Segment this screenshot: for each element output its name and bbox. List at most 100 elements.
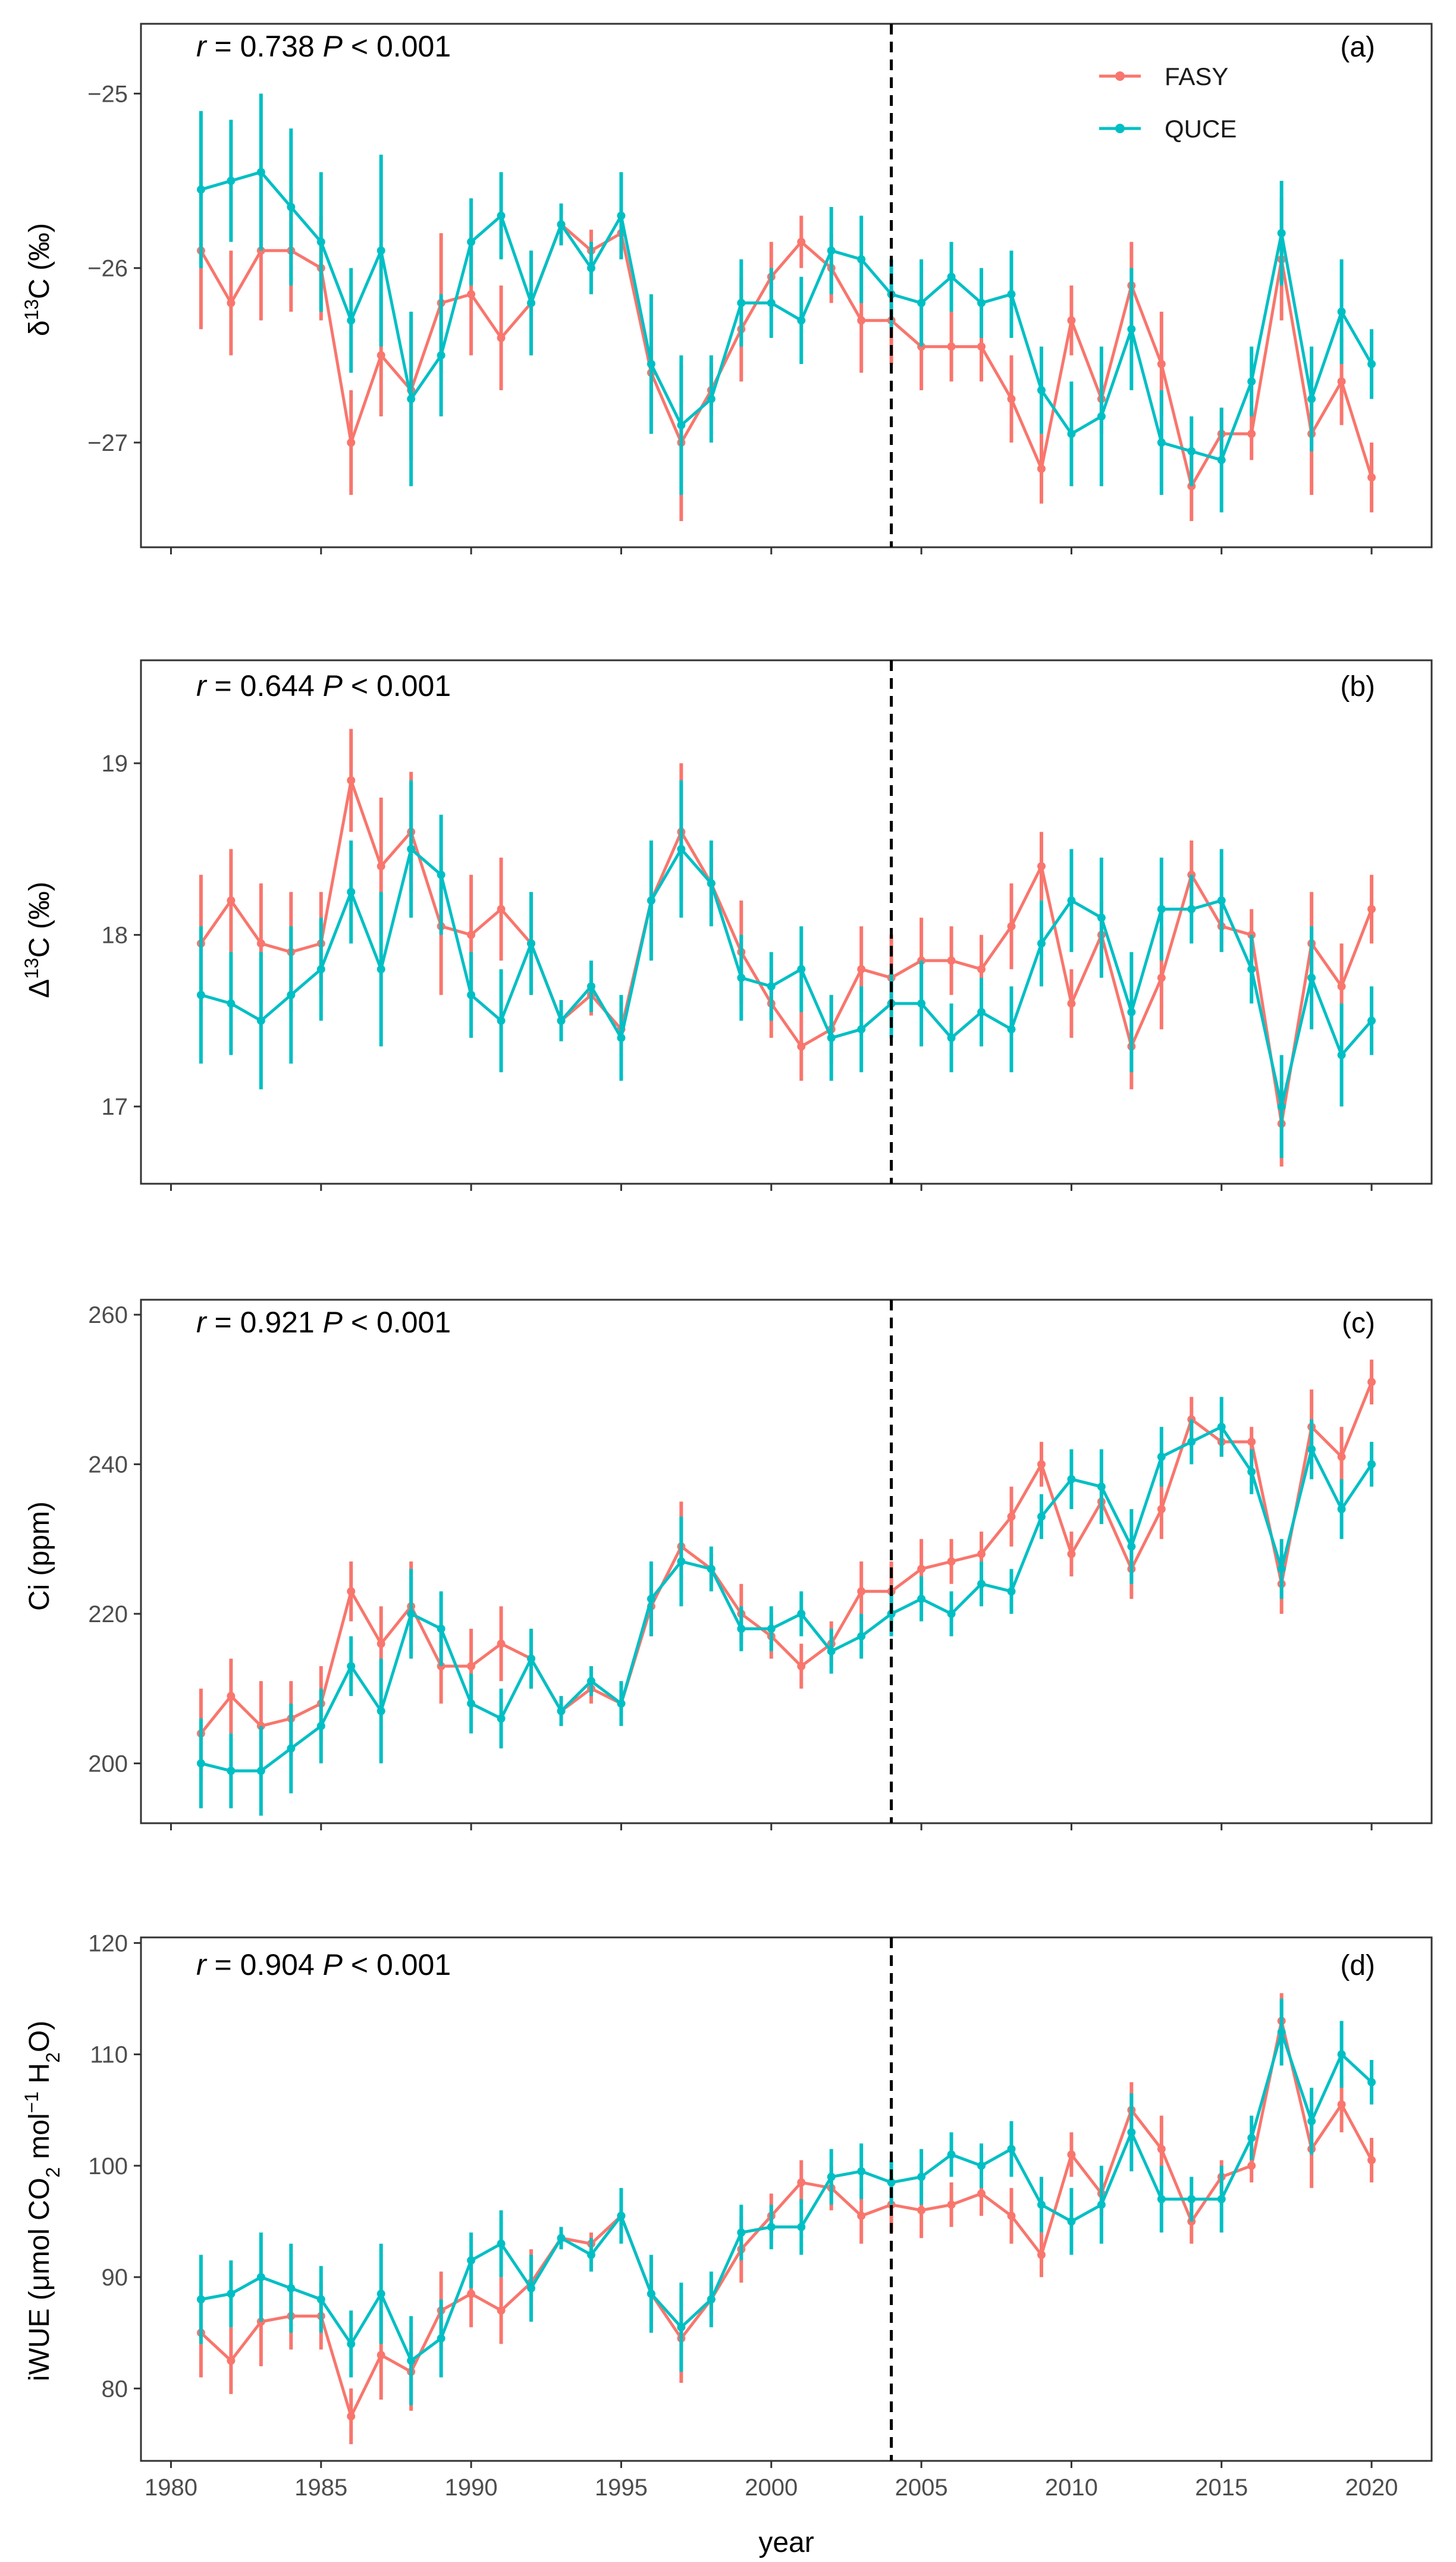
- data-point: [977, 342, 986, 351]
- data-point: [497, 334, 506, 342]
- data-point: [316, 2295, 325, 2304]
- data-point: [376, 2290, 385, 2298]
- correlation-stat: r = 0.921 P < 0.001: [196, 1306, 451, 1339]
- y-axis-title: iWUE (μmol CO2 mol−1 H2O): [21, 2021, 64, 2381]
- data-point: [1097, 913, 1106, 922]
- data-point: [917, 1564, 926, 1573]
- data-point: [977, 965, 986, 974]
- data-point: [1067, 1550, 1076, 1558]
- data-point: [467, 237, 476, 246]
- data-point: [1007, 2144, 1016, 2153]
- data-point: [977, 2189, 986, 2198]
- data-point: [1367, 2078, 1376, 2087]
- data-point: [1157, 973, 1166, 982]
- data-point: [347, 888, 356, 896]
- data-point: [1067, 316, 1076, 325]
- data-point: [586, 2250, 595, 2259]
- y-tick-label: 90: [102, 2265, 128, 2291]
- series-quce: [196, 780, 1376, 1158]
- correlation-stat: r = 0.904 P < 0.001: [196, 1948, 451, 1981]
- data-point: [1217, 456, 1226, 465]
- data-point: [1187, 1437, 1196, 1446]
- data-point: [227, 2356, 236, 2365]
- data-point: [707, 2295, 716, 2304]
- data-point: [767, 299, 776, 308]
- data-point: [737, 1625, 746, 1633]
- y-tick-label: 17: [102, 1094, 128, 1120]
- series-quce: [196, 1998, 1376, 2406]
- data-point: [1367, 473, 1376, 482]
- data-point: [467, 1662, 476, 1670]
- data-point: [977, 2161, 986, 2170]
- data-point: [1307, 394, 1316, 403]
- data-point: [527, 939, 536, 948]
- data-point: [977, 1579, 986, 1588]
- data-point: [376, 965, 385, 974]
- y-tick-label: 200: [88, 1751, 128, 1777]
- data-point: [376, 862, 385, 871]
- legend: FASY QUCE: [1099, 62, 1237, 143]
- data-point: [196, 990, 205, 999]
- data-point: [1337, 1050, 1346, 1059]
- series-quce: [196, 93, 1376, 513]
- data-point: [1187, 447, 1196, 456]
- data-point: [1367, 1460, 1376, 1469]
- data-point: [887, 2178, 896, 2187]
- data-point: [1337, 2100, 1346, 2109]
- plot-frame: [140, 1299, 1433, 1824]
- x-tick-label: 2015: [1195, 2475, 1248, 2501]
- data-point: [617, 211, 626, 220]
- data-point: [497, 1639, 506, 1648]
- data-point: [256, 2273, 265, 2282]
- data-point: [827, 246, 836, 255]
- data-point: [827, 1033, 836, 1042]
- data-point: [557, 2234, 566, 2243]
- correlation-stat: r = 0.644 P < 0.001: [196, 669, 451, 703]
- data-point: [647, 360, 655, 368]
- x-tick-label: 2005: [895, 2475, 948, 2501]
- data-point: [557, 1016, 566, 1025]
- data-point: [647, 1594, 655, 1603]
- data-point: [677, 1557, 686, 1566]
- y-axis-title: δ13C (‰): [21, 223, 55, 336]
- data-point: [527, 299, 536, 308]
- data-point: [1067, 1475, 1076, 1484]
- data-point: [947, 1610, 956, 1618]
- data-point: [1337, 2050, 1346, 2059]
- data-point: [707, 879, 716, 888]
- data-point: [1067, 429, 1076, 438]
- data-point: [947, 2200, 956, 2209]
- data-point: [1097, 2200, 1106, 2209]
- panel-label: (b): [1340, 671, 1375, 703]
- data-point: [797, 965, 806, 974]
- y-tick-label: 120: [88, 1930, 128, 1956]
- data-point: [797, 316, 806, 325]
- data-point: [1247, 1437, 1256, 1446]
- data-point: [227, 999, 236, 1008]
- data-point: [227, 1767, 236, 1775]
- data-point: [707, 394, 716, 403]
- data-point: [1217, 1422, 1226, 1431]
- data-point: [527, 2284, 536, 2293]
- y-tick-label: 220: [88, 1601, 128, 1627]
- data-point: [947, 2150, 956, 2159]
- data-point: [617, 1699, 626, 1708]
- data-point: [1187, 2195, 1196, 2203]
- y-axis-title: Δ13C (‰): [21, 882, 55, 998]
- data-point: [196, 1759, 205, 1768]
- data-point: [737, 973, 746, 982]
- data-point: [947, 1033, 956, 1042]
- data-point: [437, 870, 445, 879]
- data-point: [557, 220, 566, 229]
- legend-entry-quce: QUCE: [1099, 115, 1237, 143]
- data-point: [196, 185, 205, 194]
- panel-label: (d): [1340, 1950, 1375, 1981]
- data-point: [347, 316, 356, 325]
- data-point: [1247, 2161, 1256, 2170]
- y-tick-label: 240: [88, 1452, 128, 1478]
- data-point: [316, 965, 325, 974]
- data-point: [1187, 905, 1196, 914]
- data-point: [497, 1714, 506, 1723]
- data-point: [497, 905, 506, 914]
